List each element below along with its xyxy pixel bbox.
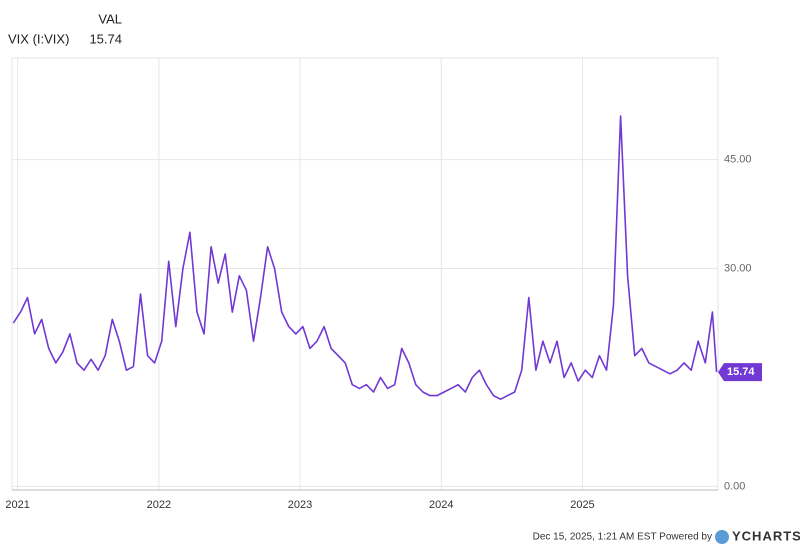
last-value-badge: 15.74 (718, 363, 762, 382)
brand[interactable]: YCHARTS (732, 528, 800, 543)
x-tick-label: 2022 (147, 499, 171, 511)
series-name: VIX (I:VIX) (8, 31, 69, 46)
column-header: VAL (98, 11, 122, 26)
x-tick-label: 2023 (288, 499, 312, 511)
y-tick-label: 45.00 (724, 154, 752, 166)
footer: Dec 15, 2025, 1:21 AM EST Powered by (533, 532, 712, 543)
x-tick-label: 2021 (5, 499, 29, 511)
series-line (12, 115, 718, 400)
badge-label: 15.74 (727, 366, 755, 378)
current-value: 15.74 (89, 31, 122, 46)
brand-logo (715, 530, 729, 544)
y-tick-label: 0.00 (724, 480, 745, 492)
x-tick-label: 2025 (570, 499, 594, 511)
x-tick-label: 2024 (429, 499, 453, 511)
y-tick-label: 30.00 (724, 262, 752, 274)
badge-shape (718, 363, 762, 382)
